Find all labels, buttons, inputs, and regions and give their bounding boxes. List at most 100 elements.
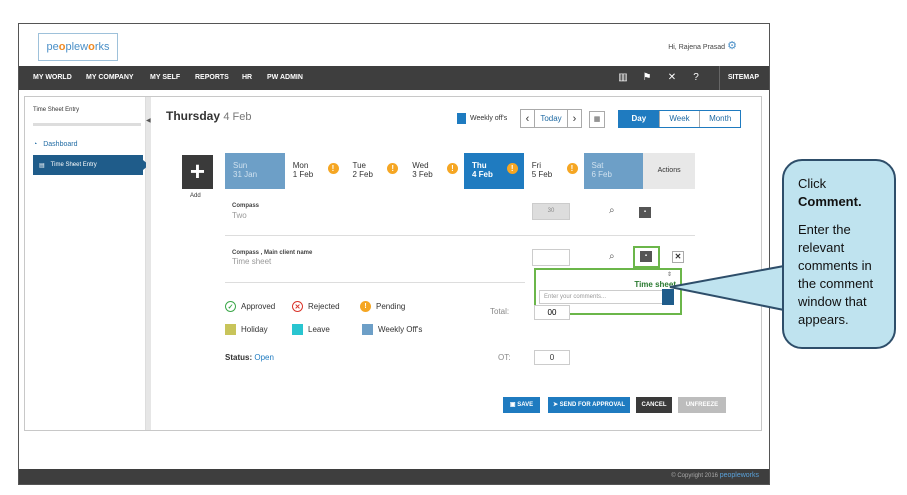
- add-label: Add: [190, 193, 201, 199]
- tools-icon[interactable]: ✕: [667, 72, 677, 83]
- day-sun[interactable]: Sun 31 Jan: [225, 153, 285, 189]
- attachment-icon[interactable]: ⌕: [609, 205, 615, 216]
- date-navigator: ‹ Today ›: [520, 109, 582, 128]
- weekly-offs-label: Weekly off's: [470, 115, 508, 122]
- save-button[interactable]: ▣ SAVE: [503, 397, 540, 413]
- pending-icon: !: [327, 163, 339, 174]
- delete-entry-button[interactable]: ✕: [672, 251, 684, 263]
- peopleworks-logo[interactable]: pe o plew o rks: [38, 33, 118, 61]
- save-icon: ▣: [509, 402, 518, 408]
- rejected-icon: ✕: [292, 301, 303, 312]
- send-for-approval-button[interactable]: ➤ SEND FOR APPROVAL: [548, 397, 630, 413]
- nav-my-world[interactable]: MY WORLD: [33, 74, 72, 81]
- day-wed[interactable]: Wed 3 Feb!: [404, 153, 464, 189]
- footer: © Copyright 2016 peopleworks: [19, 469, 769, 484]
- view-switcher: Day Week Month: [618, 110, 741, 128]
- timesheet-content: Thursday 4 Feb Weekly off's ‹ Today › ▦ …: [152, 97, 761, 430]
- settings-gear-icon[interactable]: ⚙: [727, 40, 737, 52]
- entry-project-title: Compass , Main client name: [232, 250, 313, 256]
- actions-header: Actions: [643, 153, 695, 189]
- holiday-swatch: [225, 324, 236, 335]
- dashboard-icon: ◔: [33, 140, 38, 148]
- pending-icon: !: [447, 163, 458, 174]
- user-greeting: Hi, Rajena Prasad: [668, 44, 725, 51]
- nav-pw-admin[interactable]: PW ADMIN: [267, 74, 303, 81]
- nav-my-company[interactable]: MY COMPANY: [86, 74, 134, 81]
- collapse-arrow-icon: ◀: [146, 118, 151, 124]
- day-sat[interactable]: Sat 6 Feb: [583, 153, 644, 189]
- comment-icon[interactable]: ▪: [639, 207, 651, 218]
- add-entry-button[interactable]: +: [182, 155, 213, 189]
- hours-field[interactable]: [532, 249, 570, 266]
- weekly-offs-swatch: [457, 113, 466, 124]
- day-fri[interactable]: Fri 5 Feb!: [523, 153, 584, 189]
- total-value: 00: [534, 305, 570, 320]
- sidebar: Time Sheet Entry ◔ Dashboard ▤ Time Shee…: [25, 97, 149, 430]
- footer-copyright: © Copyright 2016 peopleworks: [671, 472, 759, 479]
- next-arrow-icon[interactable]: ›: [572, 112, 577, 125]
- row-divider: [225, 235, 695, 236]
- pending-icon: !: [506, 163, 518, 174]
- book-icon[interactable]: ▥: [618, 72, 628, 83]
- timesheet-icon: ▤: [39, 162, 45, 169]
- instruction-callout: Click Comment. Enter the relevant comment…: [782, 159, 896, 349]
- chevron-icon: ⇕: [666, 272, 672, 278]
- tab-month[interactable]: Month: [699, 111, 740, 127]
- tab-day[interactable]: Day: [619, 111, 659, 127]
- callout-text: Enter the relevant comments in the comme…: [798, 222, 874, 327]
- entry-task-name: Two: [232, 211, 247, 220]
- top-header: pe o plew o rks Hi, Rajena Prasad ⚙: [19, 24, 769, 66]
- week-day-strip: Sun 31 Jan Mon 1 Feb! Tue 2 Feb! Wed 3 Feb! …: [225, 153, 695, 189]
- attachment-icon[interactable]: ⌕: [609, 251, 615, 262]
- sidebar-title: Time Sheet Entry: [33, 107, 80, 113]
- callout-text: Click Comment.: [798, 176, 862, 209]
- calendar-icon[interactable]: ▦: [589, 111, 605, 128]
- entry-task-name: Time sheet: [232, 257, 272, 266]
- nav-hr[interactable]: HR: [242, 74, 253, 81]
- legend-pending: ! Pending: [360, 301, 405, 312]
- nav-my-self[interactable]: MY SELF: [150, 74, 181, 81]
- weekly-offs-swatch: [362, 324, 373, 335]
- row-divider: [225, 282, 525, 283]
- pending-icon: !: [566, 163, 578, 174]
- hours-field[interactable]: 30: [532, 203, 570, 220]
- app-window: pe o plew o rks Hi, Rajena Prasad ⚙ MY WORLD…: [18, 23, 770, 485]
- page-title: Thursday 4 Feb: [166, 109, 252, 123]
- help-icon[interactable]: ?: [693, 72, 699, 83]
- nav-reports[interactable]: REPORTS: [195, 74, 229, 81]
- send-icon: ➤: [552, 402, 560, 408]
- status-line: Status: Open: [225, 353, 274, 362]
- nav-sitemap[interactable]: SITEMAP: [718, 66, 759, 90]
- comment-button-highlight[interactable]: ▪: [633, 246, 660, 268]
- day-tue[interactable]: Tue 2 Feb!: [344, 153, 405, 189]
- today-button[interactable]: Today: [534, 110, 568, 127]
- legend-weekly-offs: Weekly Off's: [362, 324, 422, 335]
- ot-field[interactable]: 0: [534, 350, 570, 365]
- submit-comment-button[interactable]: [662, 289, 674, 305]
- pin-icon[interactable]: ⚑: [642, 72, 652, 83]
- tab-week[interactable]: Week: [658, 111, 700, 127]
- pending-icon: !: [360, 301, 371, 312]
- legend-approved: ✓ Approved: [225, 301, 275, 312]
- approved-icon: ✓: [225, 301, 236, 312]
- legend-leave: Leave: [292, 324, 330, 335]
- sidebar-item-dashboard[interactable]: ◔ Dashboard: [33, 137, 141, 151]
- sidebar-collapse-handle[interactable]: ◀: [146, 97, 151, 430]
- cancel-button[interactable]: CANCEL: [636, 397, 672, 413]
- unfreeze-button[interactable]: UNFREEZE: [678, 397, 726, 413]
- legend-holiday: Holiday: [225, 324, 268, 335]
- sidebar-item-timesheet[interactable]: ▤ Time Sheet Entry: [33, 155, 149, 175]
- total-label: Total:: [490, 307, 510, 316]
- sidebar-item-label: Dashboard: [43, 140, 78, 148]
- popup-timesheet-label: Time sheet: [634, 280, 676, 289]
- legend-rejected: ✕ Rejected: [292, 301, 340, 312]
- entry-project-title: Compass: [232, 203, 260, 209]
- day-mon[interactable]: Mon 1 Feb!: [284, 153, 345, 189]
- status-badge: Open: [254, 353, 274, 362]
- prev-arrow-icon[interactable]: ‹: [525, 112, 530, 125]
- main-area: Time Sheet Entry ◔ Dashboard ▤ Time Shee…: [24, 96, 762, 431]
- comment-icon[interactable]: ▪: [640, 251, 652, 262]
- sidebar-item-label: Time Sheet Entry: [50, 162, 97, 168]
- day-thu[interactable]: Thu 4 Feb!: [464, 153, 524, 189]
- comment-input[interactable]: Enter your comments...: [539, 290, 671, 304]
